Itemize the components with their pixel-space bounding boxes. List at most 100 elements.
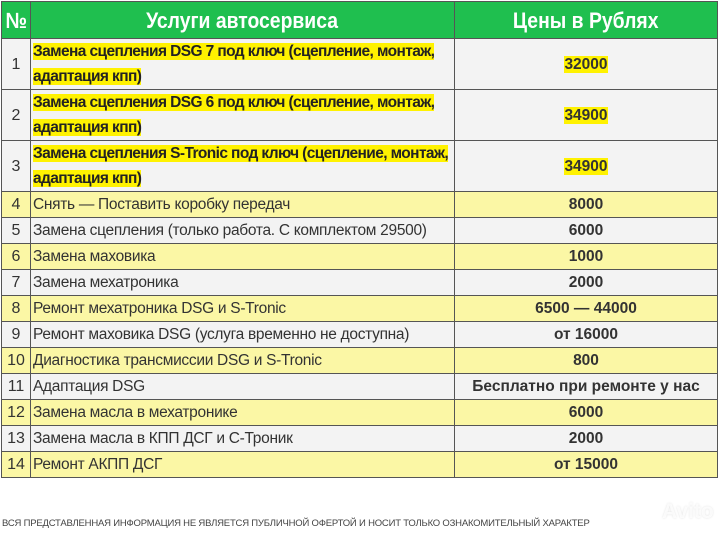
service-price: 2000 — [454, 269, 718, 296]
service-name: Замена мехатроника — [30, 269, 455, 296]
disclaimer: ВСЯ ПРЕДСТАВЛЕННАЯ ИНФОРМАЦИЯ НЕ ЯВЛЯЕТС… — [2, 518, 590, 529]
service-price-text: от 15000 — [553, 456, 619, 473]
service-name-text: Диагностика трансмиссии DSG и S-Tronic — [33, 352, 322, 369]
service-name-text: Замена масла в КПП ДСГ и С-Троник — [33, 430, 293, 447]
table-body: 1 Замена сцепления DSG 7 под ключ (сцепле… — [1, 38, 718, 478]
header-service: Услуги автосервиса — [30, 1, 455, 39]
table-row: 1 Замена сцепления DSG 7 под ключ (сцепле… — [1, 38, 718, 90]
row-number: 5 — [1, 217, 31, 244]
table-row: 6 Замена маховика 1000 — [1, 243, 718, 270]
service-price-text: 2000 — [568, 274, 604, 291]
service-name: Адаптация DSG — [30, 373, 455, 400]
table-row: 12 Замена масла в мехатронике 6000 — [1, 399, 718, 426]
service-price: от 16000 — [454, 321, 718, 348]
service-name: Ремонт маховика DSG (услуга временно не … — [30, 321, 455, 348]
service-name: Ремонт мехатроника DSG и S-Tronic — [30, 295, 455, 322]
service-price-text: 6000 — [568, 404, 604, 421]
service-name-text: Адаптация DSG — [33, 378, 145, 395]
service-price: от 15000 — [454, 451, 718, 478]
row-number: 12 — [1, 399, 31, 426]
service-name: Замена маховика — [30, 243, 455, 270]
row-number-text: 2 — [11, 106, 21, 124]
service-price-text: 34900 — [564, 106, 608, 124]
service-price-text: 800 — [573, 352, 599, 369]
service-price: 32000 — [454, 38, 718, 90]
table-row: 5 Замена сцепления (только работа. С комп… — [1, 217, 718, 244]
service-name: Замена масла в КПП ДСГ и С-Троник — [30, 425, 455, 452]
row-number-text: 1 — [11, 55, 21, 73]
service-price-text: 34900 — [564, 157, 608, 175]
row-number-text: 7 — [11, 274, 21, 291]
row-number-text: 10 — [7, 352, 25, 369]
service-price-text: 2000 — [568, 430, 604, 447]
service-price-text: 1000 — [568, 248, 604, 265]
service-price: 8000 — [454, 191, 718, 218]
row-number-text: 12 — [7, 404, 25, 421]
service-price-text: от 16000 — [553, 326, 619, 343]
row-number: 7 — [1, 269, 31, 296]
service-price: 34900 — [454, 89, 718, 141]
avito-logo-icon: Avito — [642, 500, 714, 523]
header-num: № — [1, 1, 31, 39]
service-name-text: Замена маховика — [33, 248, 156, 265]
service-price: Бесплатно при ремонте у нас — [454, 373, 718, 400]
price-table: № Услуги автосервиса Цены в Рублях 1 Заме… — [1, 1, 718, 478]
row-number: 14 — [1, 451, 31, 478]
service-name-text: Снять — Поставить коробку передач — [33, 196, 290, 213]
service-price: 6000 — [454, 399, 718, 426]
row-number: 4 — [1, 191, 31, 218]
table-header: № Услуги автосервиса Цены в Рублях — [1, 1, 718, 39]
service-price-text: 6000 — [568, 222, 604, 239]
row-number: 9 — [1, 321, 31, 348]
service-name: Замена сцепления DSG 6 под ключ (сцеплен… — [30, 89, 455, 141]
service-price: 6500 — 44000 — [454, 295, 718, 322]
service-name-text: Замена сцепления S-Tronic под ключ (сцеп… — [33, 145, 449, 187]
service-name: Замена сцепления S-Tronic под ключ (сцеп… — [30, 140, 455, 192]
row-number: 11 — [1, 373, 31, 400]
table-row: 13 Замена масла в КПП ДСГ и С-Троник 2000 — [1, 425, 718, 452]
avito-watermark-logo: Avito — [640, 497, 718, 530]
row-number-text: 5 — [11, 222, 21, 239]
service-name-text: Ремонт мехатроника DSG и S-Tronic — [33, 300, 286, 317]
table-row: 2 Замена сцепления DSG 6 под ключ (сцепле… — [1, 89, 718, 141]
service-price-text: Бесплатно при ремонте у нас — [472, 378, 700, 395]
table-row: 4 Снять — Поставить коробку передач 8000 — [1, 191, 718, 218]
row-number: 8 — [1, 295, 31, 322]
service-name-text: Ремонт АКПП ДСГ — [33, 456, 163, 473]
row-number-text: 8 — [11, 300, 21, 317]
service-name-text: Замена сцепления DSG 7 под ключ (сцеплен… — [33, 43, 435, 85]
service-name: Замена масла в мехатронике — [30, 399, 455, 426]
table-row: 7 Замена мехатроника 2000 — [1, 269, 718, 296]
row-number-text: 3 — [11, 157, 21, 175]
table-row: 3 Замена сцепления S-Tronic под ключ (сце… — [1, 140, 718, 192]
row-number-text: 11 — [7, 378, 25, 395]
header-price: Цены в Рублях — [454, 1, 718, 39]
service-name-text: Замена мехатроника — [33, 274, 179, 291]
row-number: 3 — [1, 140, 31, 192]
service-name: Замена сцепления (только работа. С компл… — [30, 217, 455, 244]
service-price-text: 8000 — [568, 196, 604, 213]
service-name-text: Замена сцепления DSG 6 под ключ (сцеплен… — [33, 94, 435, 136]
service-price: 34900 — [454, 140, 718, 192]
row-number-text: 6 — [11, 248, 21, 265]
row-number: 2 — [1, 89, 31, 141]
service-price: 2000 — [454, 425, 718, 452]
service-price-text: 32000 — [564, 55, 608, 73]
svg-text:Avito: Avito — [662, 500, 714, 523]
row-number: 1 — [1, 38, 31, 90]
row-number: 10 — [1, 347, 31, 374]
table-row: 11 Адаптация DSG Бесплатно при ремонте у н… — [1, 373, 718, 400]
table-row: 8 Ремонт мехатроника DSG и S-Tronic 6500 —… — [1, 295, 718, 322]
table-row: 9 Ремонт маховика DSG (услуга временно не… — [1, 321, 718, 348]
service-price-text: 6500 — 44000 — [535, 300, 637, 317]
row-number: 6 — [1, 243, 31, 270]
row-number: 13 — [1, 425, 31, 452]
service-name: Замена сцепления DSG 7 под ключ (сцеплен… — [30, 38, 455, 90]
service-price: 800 — [454, 347, 718, 374]
service-name-text: Ремонт маховика DSG (услуга временно не … — [33, 326, 410, 343]
service-name: Ремонт АКПП ДСГ — [30, 451, 455, 478]
service-price: 6000 — [454, 217, 718, 244]
service-name: Снять — Поставить коробку передач — [30, 191, 455, 218]
row-number-text: 9 — [11, 326, 21, 343]
row-number-text: 13 — [7, 430, 25, 447]
